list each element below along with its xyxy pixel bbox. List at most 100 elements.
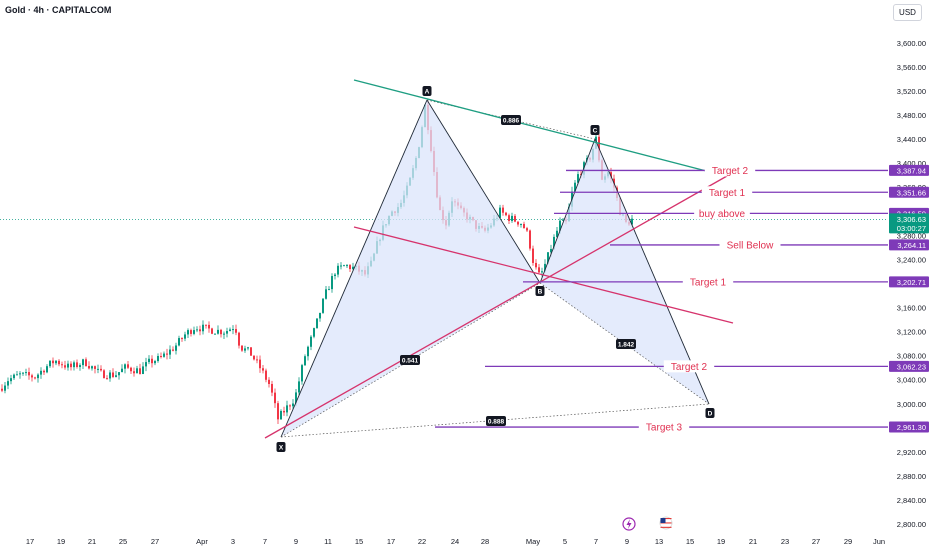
candle-body [313,328,315,337]
candle [514,213,516,223]
level-label-bg [694,207,750,220]
level-price-tag-text: 2,961.30 [897,423,926,432]
time-axis[interactable]: 17 19 21 25 27 Apr 3 7 9 11 15 17 22 24 28 May 5 7 9 13 15 19… [26,516,885,546]
candle-body [85,359,87,367]
pattern-leg[interactable] [426,99,541,284]
candle [337,263,339,278]
pattern-point-b[interactable]: B [535,286,545,296]
pattern-point-x[interactable]: X [276,442,286,452]
candle [262,365,264,374]
point-label: A [425,89,430,96]
point-badge [276,442,286,452]
candle [187,328,189,339]
candle-body [142,366,144,374]
candle-body [499,207,501,218]
lightning-icon[interactable] [622,517,636,531]
candle [328,286,330,291]
candle-body [331,276,333,290]
time-tick: 15 [355,537,363,546]
flag-stripe [660,518,672,520]
level-line[interactable]: Target 2 [485,360,888,373]
pattern-leg[interactable] [594,138,710,405]
candle-body [631,218,633,225]
pattern-point-c[interactable]: C [590,125,600,135]
candle [214,333,216,335]
level-price-tag-text: 3,062.23 [897,362,926,371]
candle [334,272,336,280]
price-tick: 3,280.00 [897,231,926,240]
candle-body [226,331,228,334]
candle [169,345,171,360]
ratio-badge-text: 1.842 [618,342,635,349]
candle-body [298,381,300,393]
ratio-badge-bg [486,416,506,426]
time-tick: 24 [451,537,459,546]
level-price-tag-text: 3,264.11 [897,241,926,250]
candle-body [46,366,48,373]
candle-body [253,355,255,360]
drawings-layer[interactable]: Target 2 Target 1 buy above Sell Below Targe… [264,79,888,452]
pattern-leg[interactable] [539,138,596,284]
candle [130,366,132,374]
candle [349,264,351,273]
candle [139,363,141,375]
candle [52,357,54,368]
candle-body [280,410,282,420]
candle-body [76,362,78,367]
candle [277,400,279,424]
candle [238,331,240,349]
candle [226,327,228,338]
candle [163,351,165,358]
pattern-leg[interactable] [280,99,428,438]
time-tick: 19 [57,537,65,546]
level-price-tag [889,360,929,372]
candle-body [508,215,510,221]
candle [259,355,261,373]
currency-button[interactable]: USD [893,4,922,21]
candle [562,218,564,221]
price-tick: 3,520.00 [897,87,926,96]
level-line[interactable]: Target 1 [523,275,888,289]
point-label: X [279,445,284,452]
candle [538,264,540,273]
candle [142,362,144,375]
candle-body [574,182,576,192]
level-line[interactable]: Target 2 [566,164,888,177]
level-line[interactable]: Target 3 [435,421,888,434]
time-tick: 3 [231,537,235,546]
candle [505,211,507,217]
candle-body [172,349,174,351]
level-label: buy above [699,209,746,220]
level-line[interactable]: buy above [554,207,888,220]
candle-body [229,329,231,332]
price-tick: 3,000.00 [897,400,926,409]
pattern-point-a[interactable]: A [422,86,432,96]
candle [322,297,324,314]
candle-body [307,346,309,357]
us-flag-icon[interactable] [659,516,673,530]
candle-body [199,329,201,332]
candle [58,359,60,367]
candle [511,212,513,223]
ratio-badge: 0.541 [400,355,420,365]
candle [325,285,327,300]
candle [331,273,333,293]
level-line[interactable]: Sell Below [610,238,888,252]
candle [535,259,537,270]
candle-body [70,363,72,368]
support-trendline[interactable] [264,175,728,439]
candle-body [577,174,579,183]
cross-trendline[interactable] [353,226,734,324]
candle [157,353,159,363]
candle [256,355,258,364]
level-line[interactable]: Target 1 [560,186,888,199]
candle-body [91,366,93,369]
symbol-title[interactable]: Gold · 4h · CAPITALCOM [5,5,112,15]
price-axis[interactable]: 3,600.00 3,560.00 3,520.00 3,480.00 3,440.00… [888,0,932,550]
pattern-point-d[interactable]: D [705,408,715,418]
candle [211,327,213,335]
resistance-trendline[interactable] [353,79,715,174]
candle [271,380,273,397]
candle-body [112,372,114,377]
